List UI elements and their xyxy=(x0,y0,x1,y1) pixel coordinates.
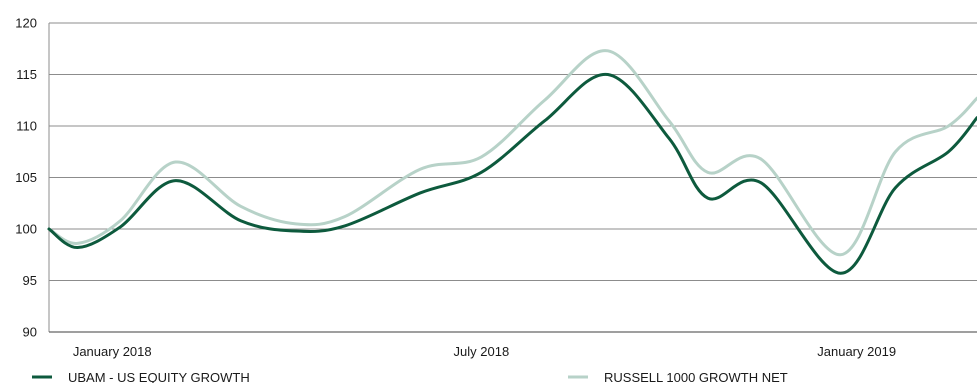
y-tick-label: 90 xyxy=(23,325,37,340)
x-tick-label: January 2019 xyxy=(817,344,896,359)
y-tick-label: 110 xyxy=(16,119,37,134)
x-tick-label: January 2018 xyxy=(73,344,152,359)
y-tick-label: 95 xyxy=(23,273,37,288)
legend-label-1: RUSSELL 1000 GROWTH NET xyxy=(604,370,788,383)
grid-lines xyxy=(48,22,977,333)
y-tick-label: 120 xyxy=(15,16,37,31)
series-lines xyxy=(47,49,977,275)
legend-label-0: UBAM - US EQUITY GROWTH xyxy=(68,370,250,383)
y-tick-label: 115 xyxy=(16,67,37,82)
x-tick-label: July 2018 xyxy=(454,344,510,359)
x-axis-ticks: January 2018 July 2018 January 2019 xyxy=(73,344,896,359)
y-tick-label: 105 xyxy=(15,170,37,185)
series-line-1 xyxy=(47,49,977,257)
legend: UBAM - US EQUITY GROWTH RUSSELL 1000 GROW… xyxy=(32,370,788,383)
y-tick-label: 100 xyxy=(15,222,37,237)
y-axis-ticks: 90 95 100 105 110 115 120 xyxy=(15,16,37,340)
series-line-0 xyxy=(47,72,977,275)
